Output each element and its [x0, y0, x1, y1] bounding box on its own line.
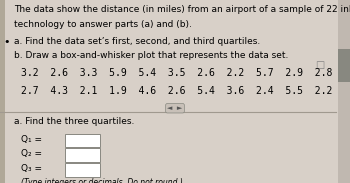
Text: •: •	[4, 37, 10, 47]
Text: b. Draw a box-and-whisker plot that represents the data set.: b. Draw a box-and-whisker plot that repr…	[14, 51, 288, 60]
Text: 2.7  4.3  2.1  1.9  4.6  2.6  5.4  3.6  2.4  5.5  2.2: 2.7 4.3 2.1 1.9 4.6 2.6 5.4 3.6 2.4 5.5 …	[21, 86, 332, 96]
Text: (Type integers or decimals. Do not round.): (Type integers or decimals. Do not round…	[21, 178, 183, 183]
FancyBboxPatch shape	[65, 134, 100, 147]
FancyBboxPatch shape	[338, 49, 350, 82]
FancyBboxPatch shape	[0, 0, 5, 183]
Text: a. Find the three quartiles.: a. Find the three quartiles.	[14, 117, 134, 126]
Text: □: □	[315, 60, 324, 70]
Text: a. Find the data set’s first, second, and third quartiles.: a. Find the data set’s first, second, an…	[14, 37, 260, 46]
Text: Q₁ =: Q₁ =	[21, 135, 42, 143]
Text: 3.2  2.6  3.3  5.9  5.4  3.5  2.6  2.2  5.7  2.9  2.8: 3.2 2.6 3.3 5.9 5.4 3.5 2.6 2.2 5.7 2.9 …	[21, 68, 332, 78]
FancyBboxPatch shape	[338, 0, 350, 183]
Text: The data show the distance (in miles) from an airport of a sample of 22 inbound : The data show the distance (in miles) fr…	[14, 5, 350, 14]
FancyBboxPatch shape	[65, 148, 100, 162]
Text: technology to answer parts (a) and (b).: technology to answer parts (a) and (b).	[14, 20, 192, 29]
Text: Q₃ =: Q₃ =	[21, 164, 42, 173]
FancyBboxPatch shape	[65, 163, 100, 177]
Text: ◄  ►: ◄ ►	[167, 105, 183, 111]
Text: Q₂ =: Q₂ =	[21, 149, 42, 158]
